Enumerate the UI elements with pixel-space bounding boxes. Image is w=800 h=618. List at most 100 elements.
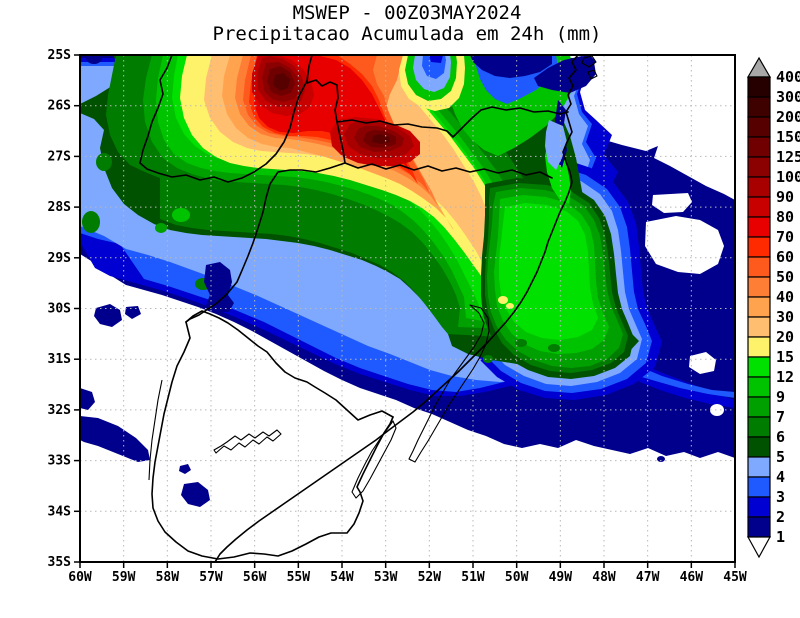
precip-contour-level-1 <box>125 306 141 319</box>
precip-contour-level-white <box>652 193 692 213</box>
paraguay-river-border <box>139 55 173 164</box>
colorbar-value-label: 70 <box>776 228 794 246</box>
precip-field <box>80 55 735 507</box>
y-axis-tick-label: 31S <box>48 352 72 367</box>
colorbar-segment <box>747 216 771 238</box>
precip-contour-level-1 <box>460 55 552 78</box>
x-axis-tick-label: 53W <box>374 570 398 585</box>
x-axis-tick-label: 46W <box>680 570 704 585</box>
colorbar-value-label: 20 <box>776 328 794 346</box>
x-axis-tick-label: 56W <box>243 570 267 585</box>
precip-contour-level-1 <box>80 416 150 462</box>
y-axis-tick-label: 34S <box>48 504 72 519</box>
colorbar-value-label: 125 <box>776 148 800 166</box>
map-subtitle: Precipitacao Acumulada em 24h (mm) <box>213 23 602 45</box>
y-axis-tick-label: 25S <box>48 48 72 63</box>
colorbar-segment <box>747 356 771 378</box>
colorbar-value-label: 80 <box>776 208 794 226</box>
colorbar: 4003002001501251009080706050403020151297… <box>746 56 800 559</box>
colorbar-under-arrow <box>746 536 772 559</box>
graticule <box>80 55 735 562</box>
y-axis-labels: 25S 26S 27S 28S 29S 30S 31S 32S 33S 34S 35S <box>48 48 72 570</box>
precip-contour-level-7 <box>155 223 167 233</box>
rincon-del-bonete-lake <box>213 429 282 454</box>
uruguay-west-border <box>151 321 394 560</box>
precip-contour-level-1 <box>702 446 712 454</box>
precip-contour-level-1 <box>94 304 122 327</box>
precip-contour-level-1 <box>181 482 210 507</box>
colorbar-segment <box>747 516 771 538</box>
colorbar-value-label: 90 <box>776 188 794 206</box>
x-axis-tick-label: 51W <box>461 570 485 585</box>
colorbar-segment <box>747 376 771 398</box>
precip-contour-level-1 <box>80 388 95 410</box>
precip-contour-level-9 <box>172 208 190 222</box>
colorbar-segment <box>747 456 771 478</box>
precip-contour-level-1 <box>204 262 234 312</box>
x-axis-tick-label: 60W <box>68 570 92 585</box>
colorbar-segment <box>747 236 771 258</box>
colorbar-segment <box>747 496 771 518</box>
precip-contour-level-1 <box>179 464 191 474</box>
x-axis-tick-label: 57W <box>199 570 223 585</box>
colorbar-segment <box>747 76 771 98</box>
x-axis-tick-label: 50W <box>505 570 529 585</box>
uruguay-river-ar-br <box>185 162 346 323</box>
colorbar-value-label: 150 <box>776 128 800 146</box>
colorbar-value-label: 1 <box>776 528 785 546</box>
parana-river-py-ar <box>139 80 308 183</box>
state-border-pr-sc <box>336 106 569 138</box>
x-axis-tick-label: 52W <box>418 570 442 585</box>
colorbar-value-label: 7 <box>776 408 785 426</box>
precip-contour-level-6 <box>82 211 100 233</box>
precip-contour-level-6 <box>515 339 527 347</box>
x-axis-tick-label: 45W <box>723 570 747 585</box>
colorbar-segment <box>747 336 771 358</box>
colorbar-value-label: 6 <box>776 428 785 446</box>
lagoa-mirim <box>351 420 397 499</box>
iguazu-river-border <box>306 79 339 123</box>
colorbar-value-label: 15 <box>776 348 794 366</box>
colorbar-value-label: 40 <box>776 288 794 306</box>
y-axis-tick-label: 33S <box>48 454 72 469</box>
colorbar-value-label: 12 <box>776 368 794 386</box>
parana-river-py-br <box>306 55 313 82</box>
map-title: MSWEP - 00Z03MAY2024 <box>293 2 522 24</box>
colorbar-segment <box>747 156 771 178</box>
x-axis-tick-label: 49W <box>549 570 573 585</box>
coastal-islands <box>581 55 598 80</box>
colorbar-segment <box>747 96 771 118</box>
political-borders <box>139 55 598 562</box>
colorbar-segment <box>747 116 771 138</box>
precip-contour-level-1 <box>578 55 596 70</box>
precip-contour-level-15 <box>506 303 514 309</box>
precip-contour-level-6 <box>483 355 493 363</box>
x-axis-tick-label: 55W <box>287 570 311 585</box>
precip-contour-level-150 <box>273 73 290 91</box>
precip-contour-level-white <box>689 352 716 374</box>
colorbar-segment <box>747 136 771 158</box>
colorbar-value-label: 60 <box>776 248 794 266</box>
colorbar-segment <box>747 176 771 198</box>
colorbar-value-label: 300 <box>776 88 800 106</box>
x-axis-tick-label: 58W <box>156 570 180 585</box>
y-axis-tick-label: 26S <box>48 99 72 114</box>
coastline <box>214 55 579 562</box>
colorbar-value-label: 30 <box>776 308 794 326</box>
x-axis-tick-label: 59W <box>112 570 136 585</box>
colorbar-segment <box>747 476 771 498</box>
precip-contour-level-6 <box>96 153 112 171</box>
x-axis-tick-label: 48W <box>592 570 616 585</box>
y-axis-tick-label: 28S <box>48 200 72 215</box>
y-axis-tick-label: 32S <box>48 403 72 418</box>
precip-contour-level-white <box>710 404 724 416</box>
precip-contour-level-12 <box>499 203 598 340</box>
precip-contour-level-15 <box>498 296 508 304</box>
x-axis-labels: 60W 59W 58W 57W 56W 55W 54W 53W 52W 51W 50W 49W 48W 4… <box>68 570 747 585</box>
precip-contour-level-1 <box>657 456 665 462</box>
colorbar-over-arrow <box>746 56 772 78</box>
y-axis-tick-label: 30S <box>48 302 72 317</box>
lagoa-dos-patos <box>408 304 490 463</box>
